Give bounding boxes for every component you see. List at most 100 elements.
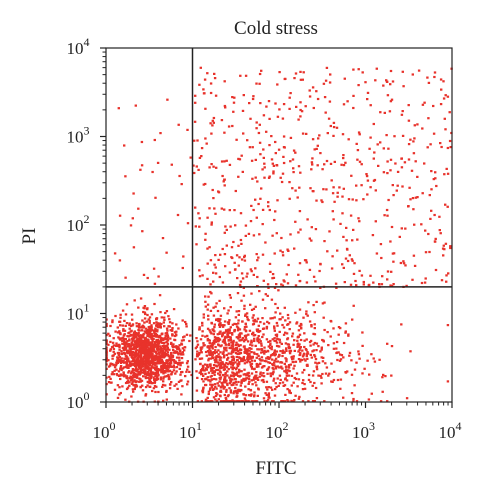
viable-event [109, 381, 112, 384]
late-apoptotic-event [382, 147, 385, 150]
late-apoptotic-event [252, 273, 255, 276]
late-apoptotic-event [254, 198, 257, 201]
early-apoptotic-event [218, 359, 221, 362]
viable-event [143, 354, 146, 357]
late-apoptotic-event [209, 82, 213, 85]
early-apoptotic-event [232, 341, 235, 344]
late-apoptotic-event [430, 188, 433, 191]
late-apoptotic-event [254, 158, 257, 161]
early-apoptotic-event [353, 368, 357, 371]
late-apoptotic-event [244, 224, 248, 227]
early-apoptotic-event [219, 356, 223, 359]
viable-event [133, 374, 136, 377]
viable-event [169, 364, 172, 367]
early-apoptotic-event [281, 316, 284, 319]
viable-event [136, 360, 139, 363]
viable-event [139, 326, 142, 329]
viable-event [142, 347, 146, 351]
early-apoptotic-event [246, 358, 249, 361]
late-apoptotic-event [403, 161, 407, 164]
early-apoptotic-event [216, 333, 219, 336]
early-apoptotic-event [271, 388, 274, 391]
late-apoptotic-event [411, 197, 415, 200]
late-apoptotic-event [321, 200, 324, 204]
late-apoptotic-event [262, 114, 266, 117]
viable-event [135, 349, 139, 352]
viable-event [162, 346, 165, 349]
early-apoptotic-event [346, 370, 349, 373]
early-apoptotic-event [218, 366, 222, 369]
viable-event [144, 377, 148, 380]
necrotic-event [124, 175, 127, 178]
necrotic-event [189, 156, 192, 159]
late-apoptotic-event [239, 74, 242, 77]
early-apoptotic-event [274, 357, 278, 360]
early-apoptotic-event [285, 347, 288, 350]
late-apoptotic-event [432, 178, 435, 181]
late-apoptotic-event [298, 262, 302, 265]
viable-event [105, 393, 108, 396]
viable-event [171, 327, 174, 330]
early-apoptotic-event [313, 311, 316, 314]
early-apoptotic-event [328, 372, 331, 375]
late-apoptotic-event [276, 115, 280, 118]
late-apoptotic-event [311, 86, 315, 89]
late-apoptotic-event [392, 283, 395, 286]
viable-event [165, 327, 169, 330]
late-apoptotic-event [239, 238, 243, 242]
late-apoptotic-event [249, 117, 252, 120]
early-apoptotic-event [263, 349, 266, 352]
late-apoptotic-event [273, 252, 276, 255]
early-apoptotic-event [235, 392, 239, 395]
viable-event [169, 360, 172, 363]
viable-event [159, 351, 162, 354]
viable-event [181, 351, 184, 354]
viable-event [109, 363, 112, 366]
viable-event [163, 344, 166, 347]
viable-event [156, 329, 159, 332]
early-apoptotic-event [210, 386, 214, 389]
early-apoptotic-event [310, 356, 313, 359]
necrotic-event [165, 251, 168, 254]
late-apoptotic-event [237, 264, 240, 267]
late-apoptotic-event [411, 73, 414, 76]
early-apoptotic-event [270, 400, 274, 403]
early-apoptotic-event [248, 394, 251, 397]
early-apoptotic-event [245, 361, 249, 364]
viable-event [119, 377, 122, 381]
viable-event [153, 331, 156, 334]
late-apoptotic-event [275, 283, 278, 286]
viable-event [170, 372, 173, 375]
viable-event [126, 386, 130, 389]
early-apoptotic-event [262, 380, 265, 384]
early-apoptotic-event [207, 392, 210, 396]
early-apoptotic-event [303, 332, 306, 335]
late-apoptotic-event [351, 239, 354, 242]
early-apoptotic-event [209, 352, 212, 355]
viable-event [170, 351, 173, 355]
late-apoptotic-event [288, 181, 291, 184]
early-apoptotic-event [205, 367, 208, 370]
early-apoptotic-event [321, 372, 324, 376]
viable-event [134, 367, 137, 370]
viable-event [142, 326, 146, 329]
late-apoptotic-event [391, 184, 394, 187]
late-apoptotic-event [235, 254, 239, 257]
late-apoptotic-event [289, 92, 292, 95]
early-apoptotic-event [312, 370, 316, 373]
late-apoptotic-event [259, 153, 262, 156]
early-apoptotic-event [250, 362, 254, 365]
viable-event [135, 370, 139, 373]
viable-event [107, 359, 110, 362]
viable-event [159, 348, 162, 351]
early-apoptotic-event [361, 372, 364, 375]
viable-event [169, 337, 172, 340]
early-apoptotic-event [282, 326, 286, 329]
late-apoptotic-event [206, 262, 209, 265]
late-apoptotic-event [400, 113, 404, 116]
early-apoptotic-event [285, 366, 288, 369]
viable-event [155, 318, 158, 321]
viable-event [160, 322, 163, 326]
late-apoptotic-event [386, 172, 389, 175]
late-apoptotic-event [423, 281, 427, 284]
